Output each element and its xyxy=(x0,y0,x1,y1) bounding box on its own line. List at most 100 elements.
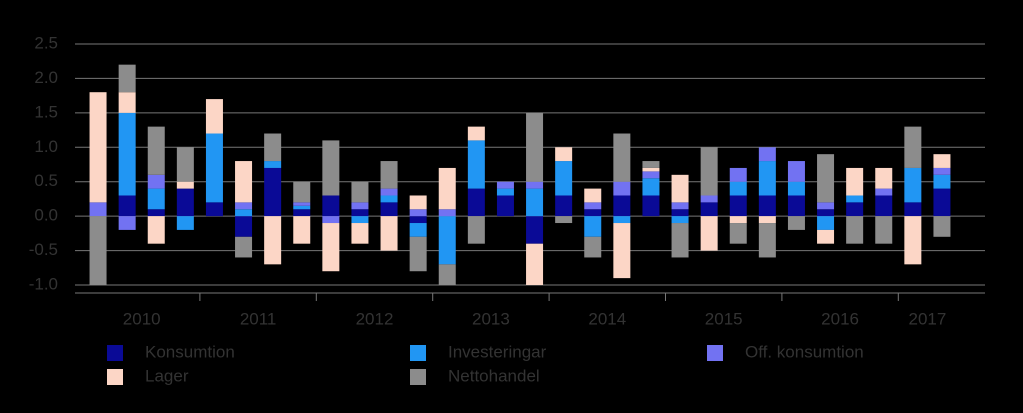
bar-segment xyxy=(293,181,311,203)
bar-segment xyxy=(176,216,194,230)
y-tick-label: 2.0 xyxy=(34,68,58,87)
bar-segment xyxy=(584,236,602,258)
bar-segment xyxy=(380,188,398,196)
bar-segment xyxy=(671,223,689,258)
bar-segment xyxy=(817,216,835,230)
bar-segment xyxy=(904,126,922,168)
bar-segment xyxy=(526,243,544,285)
bar-segment xyxy=(496,188,514,196)
bar-segment xyxy=(846,202,864,217)
y-tick-label: 0.0 xyxy=(34,206,58,225)
x-tick-label: 2014 xyxy=(588,309,626,328)
bar-segment xyxy=(671,209,689,217)
bar-segment xyxy=(642,178,660,196)
bar-segment xyxy=(787,181,805,196)
bar-segment xyxy=(526,188,544,217)
bar-segment xyxy=(555,216,573,224)
bar-segment xyxy=(904,167,922,203)
legend-swatch xyxy=(107,345,123,361)
bar-segment xyxy=(933,174,951,189)
bar-segment xyxy=(438,216,456,265)
x-tick-label: 2010 xyxy=(123,309,161,328)
bar-segment xyxy=(409,223,427,237)
bar-segment xyxy=(729,223,747,244)
bar-segment xyxy=(555,195,573,217)
bar-segment xyxy=(89,92,107,203)
bar-segment xyxy=(642,161,660,168)
bar-segment xyxy=(642,195,660,217)
bar-segment xyxy=(584,202,602,210)
bar-segment xyxy=(409,195,427,210)
bar-segment xyxy=(118,112,136,196)
legend-label: Lager xyxy=(145,366,189,385)
bar-segment xyxy=(438,209,456,217)
bar-segment xyxy=(205,99,223,134)
bar-segment xyxy=(700,202,718,217)
bar-segment xyxy=(205,133,223,203)
bar-segment xyxy=(409,209,427,217)
bar-segment xyxy=(729,216,747,224)
bar-segment xyxy=(700,216,718,251)
bar-segment xyxy=(176,147,194,182)
bar-segment xyxy=(467,126,485,141)
x-tick-label: 2013 xyxy=(472,309,510,328)
bar-segment xyxy=(351,181,369,203)
bar-segment xyxy=(700,195,718,203)
bar-segment xyxy=(729,181,747,196)
bar-segment xyxy=(933,188,951,217)
bar-segment xyxy=(613,133,631,182)
bar-segment xyxy=(758,223,776,258)
bar-segment xyxy=(322,223,340,272)
bar-segment xyxy=(176,188,194,217)
x-tick-label: 2012 xyxy=(356,309,394,328)
bar-segment xyxy=(584,188,602,203)
bar-segment xyxy=(700,147,718,196)
bar-segment xyxy=(729,195,747,217)
legend-label: Off. konsumtion xyxy=(745,342,864,361)
bar-segment xyxy=(293,205,311,210)
bar-segment xyxy=(875,188,893,196)
bar-segment xyxy=(409,216,427,224)
bar-segment xyxy=(235,202,253,210)
bar-segment xyxy=(380,202,398,217)
bar-segment xyxy=(118,64,136,93)
bar-segment xyxy=(496,195,514,217)
bar-segment xyxy=(118,92,136,113)
bar-segment xyxy=(351,223,369,244)
bar-segment xyxy=(147,174,165,189)
bar-segment xyxy=(613,195,631,217)
x-tick-label: 2016 xyxy=(821,309,859,328)
bar-segment xyxy=(758,161,776,196)
bar-segment xyxy=(671,216,689,224)
bar-segment xyxy=(351,202,369,210)
y-tick-label: 0.5 xyxy=(34,171,58,190)
bar-segment xyxy=(235,209,253,217)
bar-segment xyxy=(293,216,311,244)
bar-segment xyxy=(438,264,456,285)
bar-segment xyxy=(933,167,951,175)
bar-segment xyxy=(613,223,631,279)
bar-segment xyxy=(526,181,544,189)
legend-label: Konsumtion xyxy=(145,342,235,361)
legend-swatch xyxy=(410,369,426,385)
bar-segment xyxy=(758,147,776,162)
x-tick-label: 2015 xyxy=(705,309,743,328)
legend-label: Nettohandel xyxy=(448,366,540,385)
bar-segment xyxy=(642,171,660,179)
bar-segment xyxy=(496,181,514,189)
bar-segment xyxy=(817,154,835,203)
bar-segment xyxy=(526,216,544,244)
legend-swatch xyxy=(107,369,123,385)
x-tick-label: 2017 xyxy=(908,309,946,328)
bar-segment xyxy=(526,112,544,182)
bar-segment xyxy=(933,216,951,237)
bar-segment xyxy=(235,161,253,203)
bar-segment xyxy=(264,133,282,162)
bar-segment xyxy=(235,236,253,258)
bar-segment xyxy=(118,195,136,217)
bar-segment xyxy=(351,209,369,217)
bar-segment xyxy=(613,181,631,196)
bar-segment xyxy=(293,209,311,217)
legend-label: Investeringar xyxy=(448,342,547,361)
bar-segment xyxy=(351,216,369,224)
